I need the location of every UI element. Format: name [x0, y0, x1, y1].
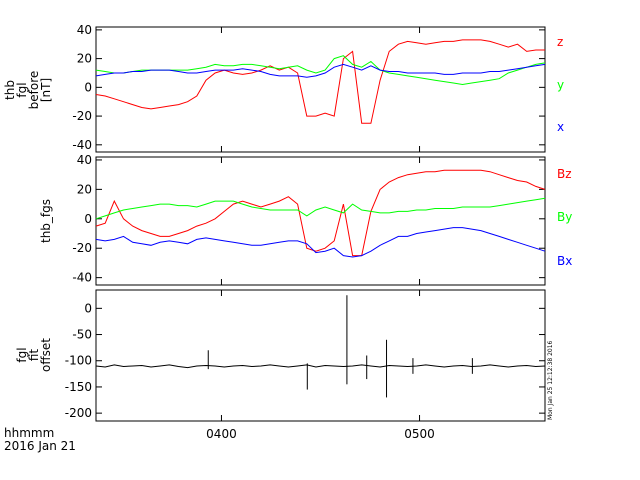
series-line-z	[95, 39, 545, 124]
date-label: 2016 Jan 21	[4, 439, 76, 453]
series-line-trace	[95, 364, 546, 369]
series-line-by	[95, 197, 546, 220]
y-tick-label: 0	[84, 212, 92, 226]
y-tick-label: 0	[84, 301, 92, 315]
y-tick-label: 40	[77, 23, 92, 37]
y-axis-ticks: -40 -20 0 20 40	[72, 23, 545, 152]
ylabel-line: fgl	[15, 347, 29, 362]
ylabel-line: [nT]	[39, 78, 53, 102]
series-lines	[95, 39, 546, 124]
ylabel: thb_fgs	[39, 199, 53, 243]
y-axis-ticks: -40 -20 0 20 40	[72, 153, 545, 285]
y-tick-label: -150	[65, 380, 92, 394]
y-tick-label: -200	[65, 406, 92, 420]
legend-label: x	[557, 120, 564, 134]
y-tick-label: 40	[77, 153, 92, 167]
ylabel-line: thb	[3, 80, 17, 100]
y-tick-label: 0	[84, 80, 92, 94]
y-tick-label: -40	[72, 138, 92, 152]
series-line-bx	[95, 227, 546, 258]
legend-label: Bz	[557, 167, 572, 181]
legend-label: By	[557, 210, 572, 224]
time-format-label: hhmmm	[4, 426, 54, 440]
ylabel-line: fit	[27, 349, 41, 362]
panel-frame	[95, 156, 546, 286]
ylabel-line: before	[27, 71, 41, 110]
legend-label: z	[557, 35, 563, 49]
y-tick-label: -50	[72, 328, 92, 342]
y-tick-label: 20	[77, 182, 92, 196]
x-tick-label: 0400	[206, 427, 237, 441]
y-tick-label: -100	[65, 354, 92, 368]
legend-label: y	[557, 78, 564, 92]
y-axis-ticks: -200 -150 -100 -50 0	[65, 290, 545, 421]
legend-label: Bx	[557, 254, 572, 268]
panel-fit-offset: -200 -150 -100 -50 0 fgl fit offset 0400 0500…	[15, 289, 554, 441]
series-lines	[95, 169, 546, 258]
y-tick-label: -20	[72, 241, 92, 255]
series-line-x	[95, 63, 546, 78]
y-tick-label: -20	[72, 109, 92, 123]
panel-fgl-before: -40 -20 0 20 40 thb fgl before [nT] z y x	[3, 23, 564, 153]
ylabel-line: offset	[39, 338, 53, 372]
panel-frame	[95, 289, 546, 422]
panel-fgs: -40 -20 0 20 40 thb_fgs Bz By Bx	[39, 153, 572, 286]
series-line-bz	[95, 169, 546, 257]
x-axis-ticks: 0400 0500	[206, 427, 435, 441]
y-tick-label: -40	[72, 271, 92, 285]
run-stamp: Mon Jan 25 12:12:38 2016	[547, 340, 554, 420]
y-tick-label: 20	[77, 52, 92, 66]
series-lines	[95, 295, 546, 398]
ylabel-line: fgl	[15, 82, 29, 97]
x-tick-label: 0500	[404, 427, 435, 441]
panel-frame	[95, 26, 546, 153]
